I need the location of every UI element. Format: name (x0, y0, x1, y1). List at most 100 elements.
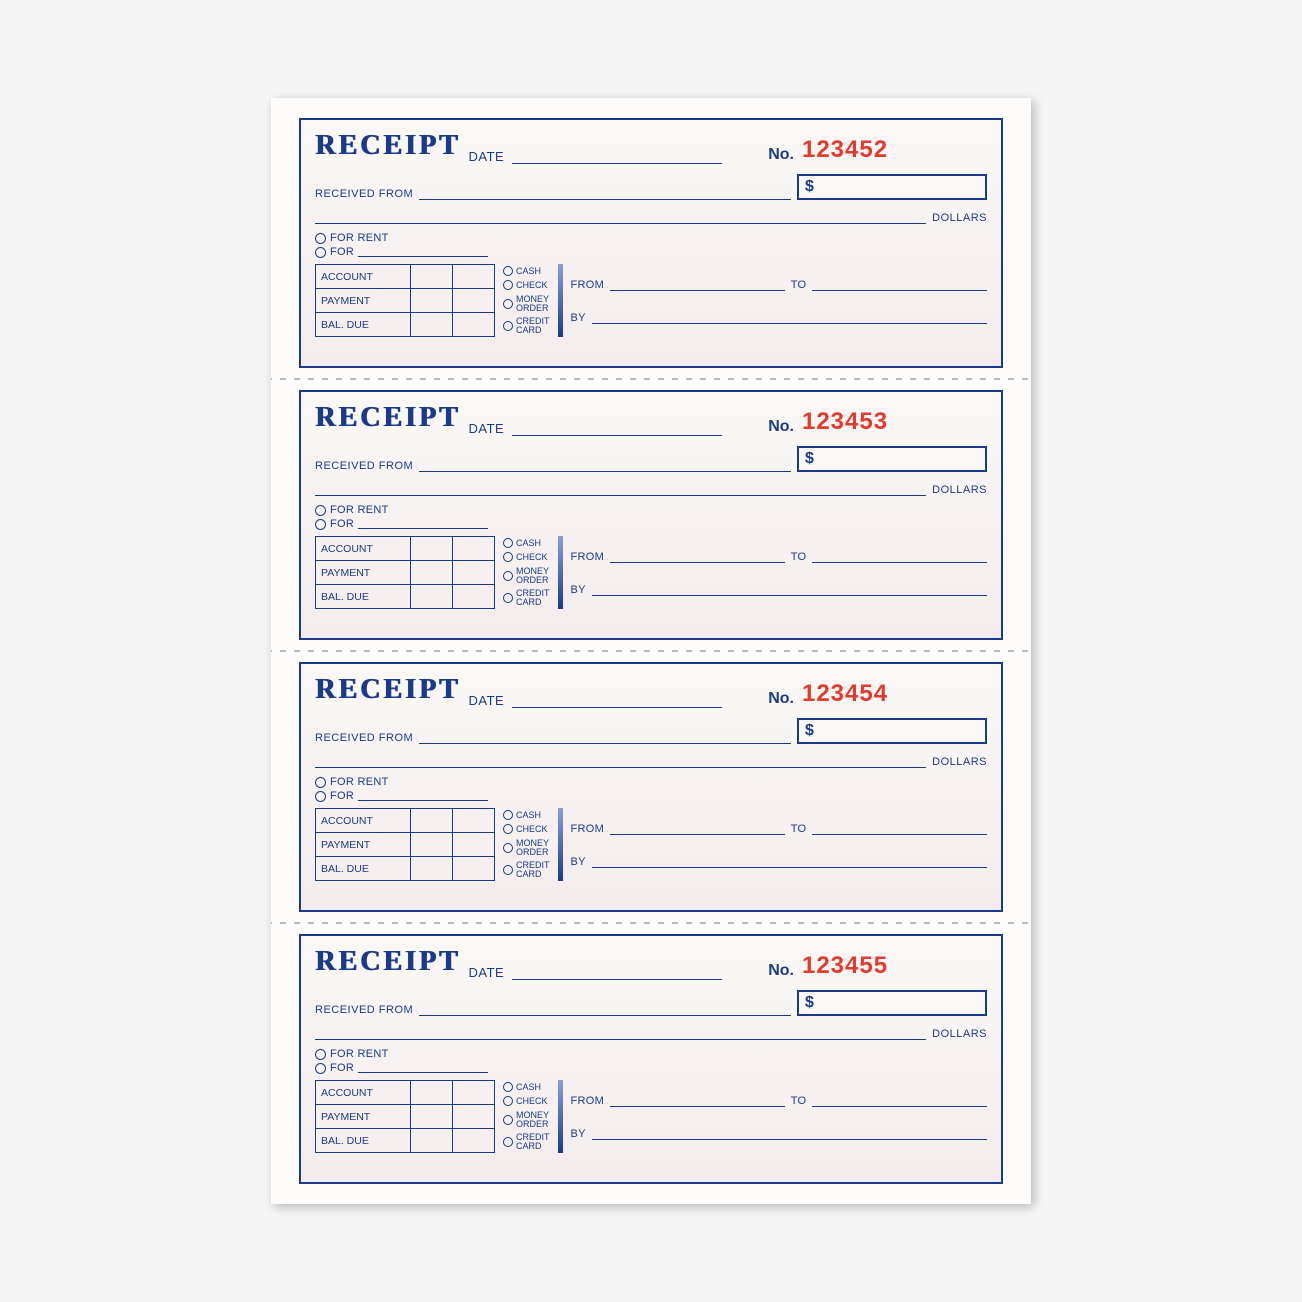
by-line[interactable] (592, 310, 987, 324)
money-order-radio[interactable] (503, 571, 513, 581)
account-cell-2[interactable] (453, 537, 495, 561)
to-line[interactable] (812, 821, 987, 835)
date-line[interactable] (512, 150, 722, 164)
money-order-label: MONEY ORDER (516, 567, 549, 585)
baldue-label: BAL. DUE (316, 857, 411, 881)
cash-label: CASH (516, 811, 541, 820)
for-other-radio[interactable] (315, 1063, 326, 1074)
payment-cell-2[interactable] (453, 289, 495, 313)
credit-card-radio[interactable] (503, 865, 513, 875)
date-label: DATE (468, 965, 504, 980)
received-from-label: RECEIVED FROM (315, 1004, 413, 1016)
amount-words-line[interactable] (315, 754, 926, 768)
account-cell-1[interactable] (411, 1081, 453, 1105)
from-line[interactable] (610, 549, 785, 563)
date-line[interactable] (512, 966, 722, 980)
account-cell-2[interactable] (453, 1081, 495, 1105)
account-cell-1[interactable] (411, 265, 453, 289)
by-line[interactable] (592, 582, 987, 596)
to-line[interactable] (812, 277, 987, 291)
received-from-line[interactable] (419, 186, 791, 200)
account-cell-2[interactable] (453, 265, 495, 289)
cash-radio[interactable] (503, 810, 513, 820)
for-rent-radio[interactable] (315, 233, 326, 244)
amount-words-line[interactable] (315, 482, 926, 496)
baldue-label: BAL. DUE (316, 585, 411, 609)
from-line[interactable] (610, 277, 785, 291)
amount-box[interactable]: $ (797, 718, 987, 744)
account-cell-2[interactable] (453, 809, 495, 833)
baldue-cell-1[interactable] (411, 313, 453, 337)
receipt: RECEIPT DATE No. 123452 RECEIVED FROM $ … (299, 118, 1003, 368)
account-cell-1[interactable] (411, 537, 453, 561)
check-radio[interactable] (503, 1096, 513, 1106)
money-order-radio[interactable] (503, 843, 513, 853)
cash-radio[interactable] (503, 1082, 513, 1092)
for-label: FOR (330, 518, 354, 530)
by-line[interactable] (592, 1126, 987, 1140)
to-label: TO (791, 279, 807, 291)
check-radio[interactable] (503, 280, 513, 290)
credit-card-radio[interactable] (503, 321, 513, 331)
baldue-cell-1[interactable] (411, 1129, 453, 1153)
payment-cell-1[interactable] (411, 1105, 453, 1129)
amount-words-line[interactable] (315, 1026, 926, 1040)
for-other-line[interactable] (358, 247, 488, 257)
to-label: TO (791, 1095, 807, 1107)
payment-cell-2[interactable] (453, 561, 495, 585)
credit-card-radio[interactable] (503, 593, 513, 603)
dollars-label: DOLLARS (932, 756, 987, 768)
amount-box[interactable]: $ (797, 174, 987, 200)
for-rent-radio[interactable] (315, 777, 326, 788)
amount-words-line[interactable] (315, 210, 926, 224)
dollars-label: DOLLARS (932, 484, 987, 496)
for-other-line[interactable] (358, 1063, 488, 1073)
cash-radio[interactable] (503, 538, 513, 548)
from-line[interactable] (610, 1093, 785, 1107)
check-radio[interactable] (503, 552, 513, 562)
date-label: DATE (468, 149, 504, 164)
for-label: FOR (330, 790, 354, 802)
to-line[interactable] (812, 1093, 987, 1107)
payment-cell-2[interactable] (453, 1105, 495, 1129)
to-line[interactable] (812, 549, 987, 563)
to-label: TO (791, 823, 807, 835)
payment-cell-2[interactable] (453, 833, 495, 857)
from-line[interactable] (610, 821, 785, 835)
payment-cell-1[interactable] (411, 561, 453, 585)
check-label: CHECK (516, 553, 548, 562)
baldue-cell-2[interactable] (453, 313, 495, 337)
amount-box[interactable]: $ (797, 990, 987, 1016)
for-other-radio[interactable] (315, 519, 326, 530)
for-rent-radio[interactable] (315, 1049, 326, 1060)
for-other-line[interactable] (358, 519, 488, 529)
baldue-cell-1[interactable] (411, 857, 453, 881)
amount-box[interactable]: $ (797, 446, 987, 472)
for-other-radio[interactable] (315, 247, 326, 258)
cash-radio[interactable] (503, 266, 513, 276)
by-line[interactable] (592, 854, 987, 868)
payment-cell-1[interactable] (411, 289, 453, 313)
baldue-cell-1[interactable] (411, 585, 453, 609)
received-from-line[interactable] (419, 458, 791, 472)
money-order-label: MONEY ORDER (516, 295, 549, 313)
date-line[interactable] (512, 422, 722, 436)
for-other-line[interactable] (358, 791, 488, 801)
for-rent-radio[interactable] (315, 505, 326, 516)
account-cell-1[interactable] (411, 809, 453, 833)
credit-card-radio[interactable] (503, 1137, 513, 1147)
date-line[interactable] (512, 694, 722, 708)
perforation (271, 368, 1031, 390)
received-from-line[interactable] (419, 1002, 791, 1016)
received-from-line[interactable] (419, 730, 791, 744)
payment-cell-1[interactable] (411, 833, 453, 857)
baldue-cell-2[interactable] (453, 1129, 495, 1153)
baldue-cell-2[interactable] (453, 857, 495, 881)
check-radio[interactable] (503, 824, 513, 834)
for-rent-label: FOR RENT (330, 232, 389, 244)
for-rent-label: FOR RENT (330, 1048, 389, 1060)
baldue-cell-2[interactable] (453, 585, 495, 609)
for-other-radio[interactable] (315, 791, 326, 802)
money-order-radio[interactable] (503, 299, 513, 309)
money-order-radio[interactable] (503, 1115, 513, 1125)
